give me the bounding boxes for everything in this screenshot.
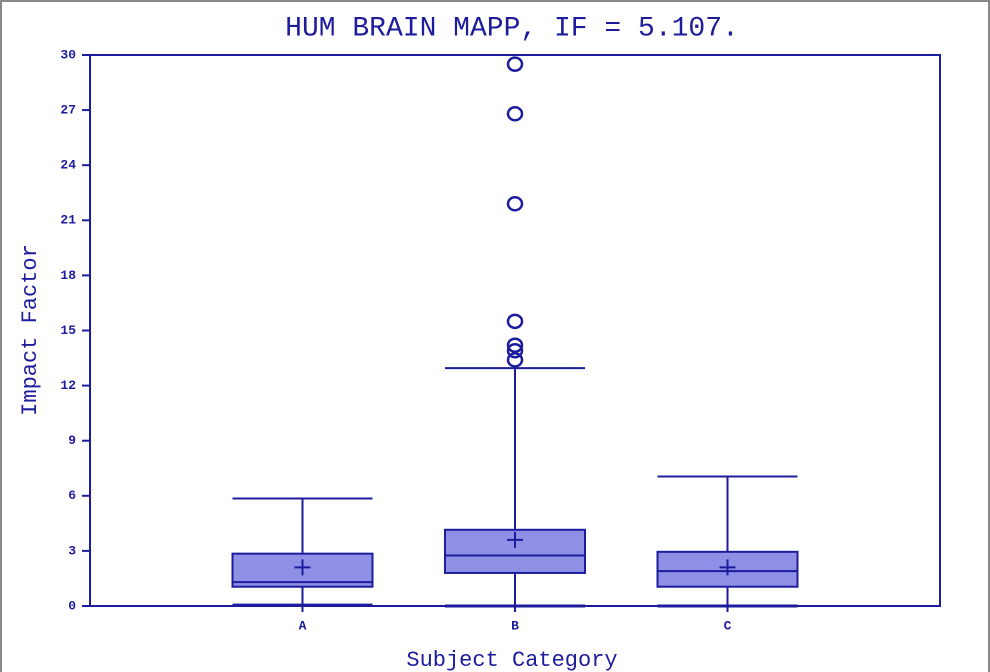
x-axis-label: Subject Category <box>406 648 617 672</box>
mean-marker <box>719 559 736 576</box>
y-tick-label: 30 <box>60 47 76 62</box>
x-tick-label: B <box>511 618 519 633</box>
y-tick-label: 21 <box>60 213 76 228</box>
y-tick-label: 18 <box>60 268 76 283</box>
outlier <box>506 106 524 122</box>
outlier <box>506 337 524 353</box>
outlier <box>506 352 524 368</box>
y-tick-label: 15 <box>60 323 76 338</box>
y-tick-label: 3 <box>68 543 76 558</box>
x-tick-label: C <box>724 618 732 633</box>
outlier <box>506 196 524 212</box>
outlier <box>506 342 524 359</box>
chart-title: HUM BRAIN MAPP, IF = 5.107. <box>285 13 739 44</box>
y-tick-label: 27 <box>60 103 76 118</box>
y-tick-label: 6 <box>68 488 76 503</box>
outlier <box>506 56 524 72</box>
y-tick-label: 12 <box>60 378 76 393</box>
y-axis-label: Impact Factor <box>18 244 43 416</box>
y-tick-label: 24 <box>60 158 76 173</box>
outlier <box>506 313 524 330</box>
x-tick-label: A <box>299 618 307 633</box>
y-tick-label: 9 <box>68 433 76 448</box>
mean-marker <box>294 559 311 576</box>
mean-marker <box>507 531 523 548</box>
y-tick-label: 0 <box>68 598 76 613</box>
